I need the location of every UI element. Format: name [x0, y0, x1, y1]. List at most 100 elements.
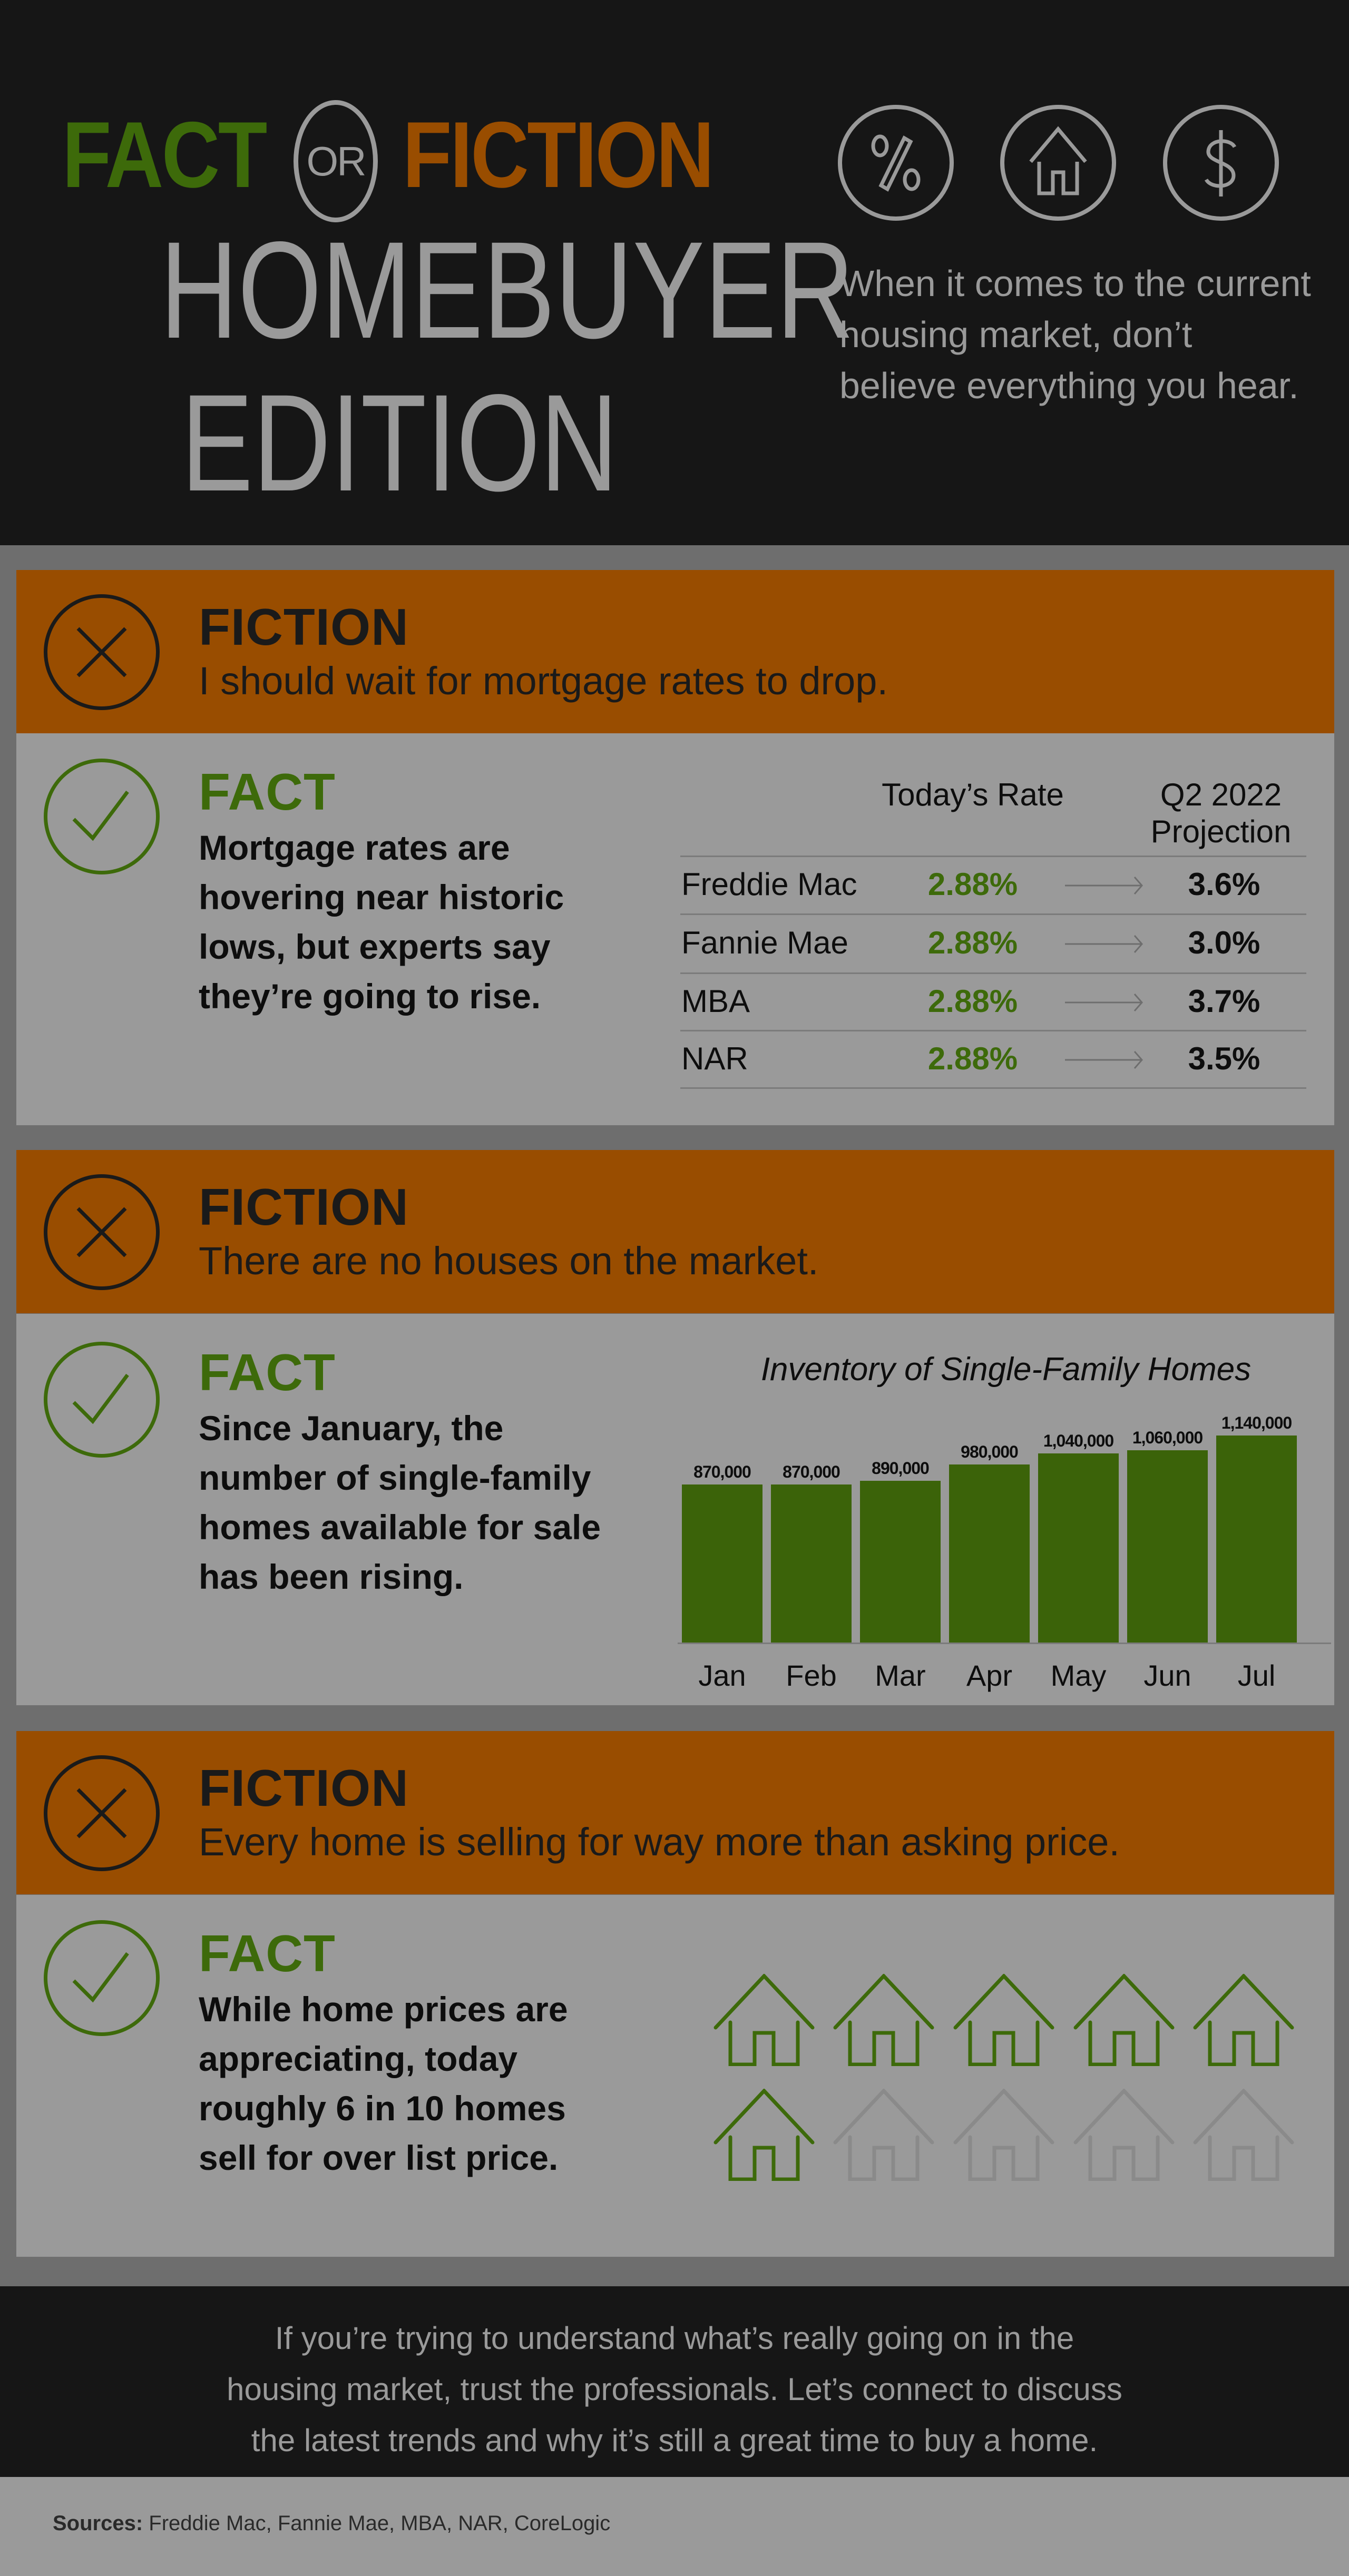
check-circle-icon	[44, 1342, 160, 1458]
house-icon-filled	[832, 1973, 935, 2067]
title-homebuyer: HOMEBUYER	[160, 213, 854, 367]
fact-panel-3: FACT While home prices are appreciating,…	[16, 1895, 1334, 2257]
brand-fact: FACT	[62, 102, 267, 207]
fact-panel-2: FACT Since January, the number of single…	[16, 1314, 1334, 1705]
x-tick-label: Feb	[786, 1659, 837, 1692]
row-source: Freddie Mac	[681, 867, 857, 902]
row-today-rate: 2.88%	[927, 1040, 1018, 1076]
fact-statement: Since January, the number of single-fami…	[199, 1409, 601, 1596]
fiction-band-2: FICTION There are no houses on the marke…	[16, 1150, 1334, 1313]
col-header-projection: Q2 2022 Projection	[1150, 777, 1292, 849]
table-divider	[680, 1087, 1306, 1089]
x-tick-label: Apr	[966, 1659, 1013, 1692]
sources-label: Sources:	[53, 2512, 143, 2535]
row-projection: 3.5%	[1188, 1040, 1260, 1076]
bar-value-label: 1,060,000	[1132, 1428, 1203, 1447]
dollar-icon	[1163, 105, 1279, 221]
arrow-right-icon	[1065, 875, 1144, 896]
row-projection: 3.7%	[1188, 983, 1260, 1019]
row-source: Fannie Mae	[681, 925, 848, 960]
x-circle-icon	[44, 1755, 160, 1871]
fiction-label: FICTION	[199, 1759, 409, 1817]
footer-text: If you’re trying to understand what’s re…	[227, 2321, 1122, 2458]
fiction-label: FICTION	[199, 1178, 409, 1236]
arrow-right-icon	[1065, 1049, 1144, 1070]
chart-title: Inventory of Single-Family Homes	[760, 1351, 1252, 1388]
row-projection: 3.6%	[1188, 867, 1260, 902]
fact-label: FACT	[199, 1924, 336, 1982]
fact-label: FACT	[199, 1343, 336, 1401]
fact-statement: Mortgage rates are hovering near histori…	[199, 828, 564, 1016]
inventory-bar-chart: Inventory of Single-Family Homes 870,000…	[16, 1314, 1334, 1705]
check-circle-icon	[44, 759, 160, 874]
brand-fiction: FICTION	[403, 102, 715, 207]
bar-value-label: 1,040,000	[1043, 1431, 1114, 1451]
house-pictograph	[16, 1895, 1334, 2257]
table-row: NAR 2.88% 3.5%	[16, 1043, 1334, 1076]
bar-may	[1038, 1453, 1119, 1643]
bar-value-label: 980,000	[961, 1442, 1019, 1462]
row-source: MBA	[681, 983, 750, 1019]
fiction-statement: There are no houses on the market.	[199, 1239, 819, 1283]
sources: Sources: Freddie Mac, Fannie Mae, MBA, N…	[53, 2512, 610, 2535]
arrow-right-icon	[1065, 933, 1144, 955]
house-icon-empty	[952, 2088, 1055, 2181]
col-header-today: Today’s Rate	[882, 777, 1064, 812]
bar-jul	[1216, 1436, 1297, 1643]
house-icon-filled	[712, 2088, 816, 2181]
bar-jan	[682, 1484, 763, 1643]
table-row: MBA 2.88% 3.7%	[16, 983, 1334, 1019]
fiction-label: FICTION	[199, 598, 409, 656]
table-row: Fannie Mae 2.88% 3.0%	[16, 927, 1334, 960]
house-icon-empty	[832, 2088, 935, 2181]
row-today-rate: 2.88%	[927, 867, 1018, 902]
house-icon-filled	[1192, 1973, 1295, 2067]
row-source: NAR	[681, 1040, 748, 1076]
x-tick-label: Jun	[1143, 1659, 1191, 1692]
table-divider	[680, 913, 1306, 915]
percent-icon	[838, 105, 954, 221]
bar-value-label: 870,000	[783, 1462, 840, 1482]
table-divider	[680, 856, 1306, 857]
house-icon	[1000, 105, 1116, 221]
house-icon-filled	[952, 1973, 1055, 2067]
sources-bar: Sources: Freddie Mac, Fannie Mae, MBA, N…	[0, 2477, 1349, 2576]
arrow-right-icon	[1065, 992, 1144, 1013]
house-icon-empty	[1192, 2088, 1295, 2181]
house-icon-empty	[1072, 2088, 1176, 2181]
x-circle-icon	[44, 594, 160, 710]
x-tick-label: Mar	[875, 1659, 926, 1692]
fiction-statement: Every home is selling for way more than …	[199, 1820, 1120, 1864]
brand-or-badge: OR	[294, 100, 378, 222]
x-circle-icon	[44, 1174, 160, 1290]
title-edition: EDITION	[181, 366, 618, 520]
house-icon-filled	[1072, 1973, 1176, 2067]
rates-table: Today’s Rate Q2 2022 Projection Freddie …	[16, 733, 1334, 1125]
brand-or: OR	[306, 137, 367, 184]
fiction-statement: I should wait for mortgage rates to drop…	[199, 659, 888, 703]
row-today-rate: 2.88%	[927, 925, 1018, 960]
row-today-rate: 2.88%	[927, 983, 1018, 1019]
table-row: Freddie Mac 2.88% 3.6%	[16, 869, 1334, 901]
fiction-band-3: FICTION Every home is selling for way mo…	[16, 1731, 1334, 1894]
fact-label: FACT	[199, 763, 336, 821]
table-divider	[680, 972, 1306, 974]
bar-feb	[771, 1484, 852, 1643]
footer-cta: If you’re trying to understand what’s re…	[0, 2286, 1349, 2477]
x-tick-label: May	[1050, 1659, 1107, 1692]
fact-panel-1: FACT Mortgage rates are hovering near hi…	[16, 733, 1334, 1125]
row-projection: 3.0%	[1188, 925, 1260, 960]
bar-value-label: 1,140,000	[1221, 1413, 1292, 1432]
table-divider	[680, 1030, 1306, 1031]
fiction-band-1: FICTION I should wait for mortgage rates…	[16, 570, 1334, 733]
house-icon-filled	[712, 1973, 816, 2067]
bar-value-label: 870,000	[693, 1462, 751, 1482]
sources-list: Freddie Mac, Fannie Mae, MBA, NAR, CoreL…	[149, 2512, 611, 2535]
header: FACT OR FICTION HOMEBUYER EDITION When i…	[0, 0, 1349, 545]
tagline: When it comes to the current housing mar…	[839, 263, 1311, 406]
x-tick-label: Jan	[698, 1659, 746, 1692]
bar-apr	[949, 1464, 1030, 1643]
x-axis-line	[678, 1643, 1331, 1644]
fact-statement: While home prices are appreciating, toda…	[199, 1990, 568, 2177]
bar-jun	[1127, 1450, 1208, 1643]
